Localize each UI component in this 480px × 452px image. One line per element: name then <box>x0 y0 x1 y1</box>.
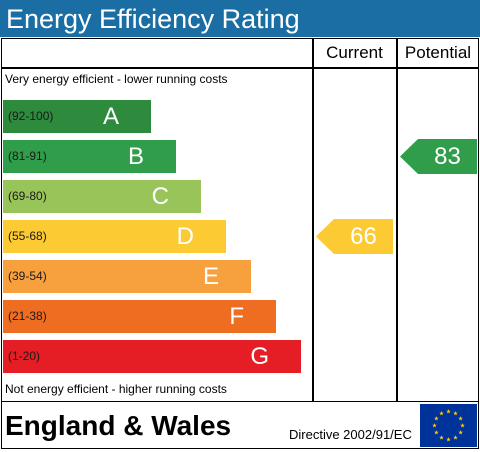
title-bar: Energy Efficiency Rating <box>0 0 480 37</box>
band-range-label: (81-91) <box>8 149 47 163</box>
footer-frame <box>1 401 479 449</box>
eu-star-icon <box>432 423 437 428</box>
eu-flag-icon <box>420 404 477 447</box>
band-letter: B <box>127 143 144 170</box>
current-rating-arrow: 66 <box>316 219 393 254</box>
band-letter: C <box>151 183 169 210</box>
potential-column-header: Potential <box>404 43 472 62</box>
eu-star-icon <box>439 410 444 416</box>
band-range-label: (21-38) <box>8 309 47 323</box>
eu-star-icon <box>439 435 444 440</box>
eu-star-icon <box>446 409 451 414</box>
eu-star-icon <box>458 430 463 435</box>
eu-star-icon <box>460 423 465 428</box>
eu-star-icon <box>458 416 463 421</box>
footer-region: England & Wales <box>5 410 232 441</box>
chart-title: Energy Efficiency Rating <box>6 4 300 34</box>
current-column-divider <box>312 38 314 402</box>
potential-rating-arrow: 83 <box>400 139 477 174</box>
band-letter: G <box>250 343 269 370</box>
band-g: (1-20) G <box>3 340 301 373</box>
eu-star-icon <box>453 435 458 440</box>
bottom-note: Not energy efficient - higher running co… <box>5 382 227 396</box>
band-letter: A <box>102 103 119 130</box>
band-range-label: (55-68) <box>8 229 47 243</box>
band-f: (21-38) F <box>3 300 276 333</box>
potential-arrow-shape <box>400 139 477 174</box>
band-range-label: (1-20) <box>8 349 41 363</box>
band-letter: F <box>229 303 244 330</box>
band-b: (81-91) B <box>3 140 176 173</box>
band-range-label: (92-100) <box>8 109 54 123</box>
current-rating-value: 66 <box>350 223 377 250</box>
eu-star-icon <box>434 416 439 421</box>
eu-star-icon <box>446 437 451 442</box>
current-column-header: Current <box>326 43 383 62</box>
band-a: (92-100) A <box>3 100 151 133</box>
band-d: (55-68) D <box>3 220 226 253</box>
band-letter: D <box>176 223 194 250</box>
band-range-label: (69-80) <box>8 189 47 203</box>
potential-column-divider <box>396 38 398 402</box>
current-arrow-shape <box>316 219 393 254</box>
top-note: Very energy efficient - lower running co… <box>5 72 228 86</box>
band-c: (69-80) C <box>3 180 201 213</box>
eu-star-icon <box>434 430 439 435</box>
band-letter: E <box>202 263 219 290</box>
potential-rating-value: 83 <box>434 143 461 170</box>
header-divider <box>1 67 479 69</box>
eu-star-icon <box>453 410 458 416</box>
band-range-label: (39-54) <box>8 269 47 283</box>
band-e: (39-54) E <box>3 260 251 293</box>
footer-directive: Directive 2002/91/EC <box>289 427 412 442</box>
